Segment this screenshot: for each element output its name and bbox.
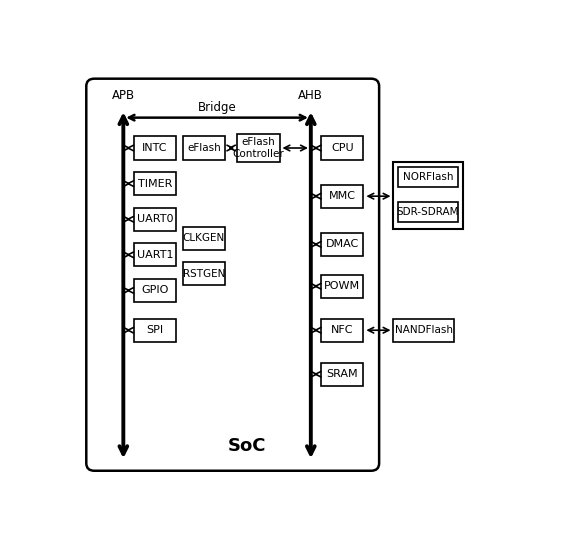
Bar	[134, 319, 176, 342]
Bar	[134, 243, 176, 267]
Bar	[393, 162, 463, 228]
Text: Bridge: Bridge	[198, 101, 237, 114]
Text: POWM: POWM	[324, 281, 361, 291]
Text: INTC: INTC	[142, 143, 168, 153]
Text: UART0: UART0	[137, 214, 173, 224]
Text: MMC: MMC	[329, 191, 356, 201]
Bar	[321, 184, 363, 208]
Text: CPU: CPU	[331, 143, 354, 153]
Bar	[183, 226, 225, 250]
Text: TIMER: TIMER	[138, 178, 172, 189]
Bar	[134, 172, 176, 195]
Bar	[321, 363, 363, 386]
Text: UART1: UART1	[137, 250, 173, 260]
Bar	[134, 279, 176, 302]
Text: CLKGEN: CLKGEN	[183, 233, 225, 243]
Bar	[398, 166, 458, 187]
Text: DMAC: DMAC	[325, 239, 359, 249]
Bar	[134, 208, 176, 231]
Text: APB: APB	[112, 89, 135, 102]
Bar	[321, 275, 363, 298]
Text: SDR-SDRAM: SDR-SDRAM	[397, 207, 459, 217]
Text: AHB: AHB	[298, 89, 323, 102]
Bar	[321, 319, 363, 342]
Text: RSTGEN: RSTGEN	[183, 269, 225, 279]
Bar	[321, 233, 363, 256]
Text: eFlash
Controller: eFlash Controller	[233, 137, 284, 159]
Text: NORFlash: NORFlash	[403, 172, 453, 182]
Text: GPIO: GPIO	[141, 286, 169, 295]
Bar	[321, 137, 363, 159]
Text: SoC: SoC	[228, 437, 266, 455]
Bar	[183, 137, 225, 159]
Bar	[134, 137, 176, 159]
Bar	[237, 134, 279, 162]
Bar	[398, 202, 458, 222]
Text: SPI: SPI	[146, 325, 164, 335]
Text: eFlash: eFlash	[187, 143, 221, 153]
FancyBboxPatch shape	[86, 79, 379, 471]
Text: NANDFlash: NANDFlash	[395, 325, 453, 335]
Text: SRAM: SRAM	[327, 369, 358, 379]
Bar	[183, 262, 225, 285]
Bar	[393, 319, 454, 342]
Text: NFC: NFC	[331, 325, 354, 335]
